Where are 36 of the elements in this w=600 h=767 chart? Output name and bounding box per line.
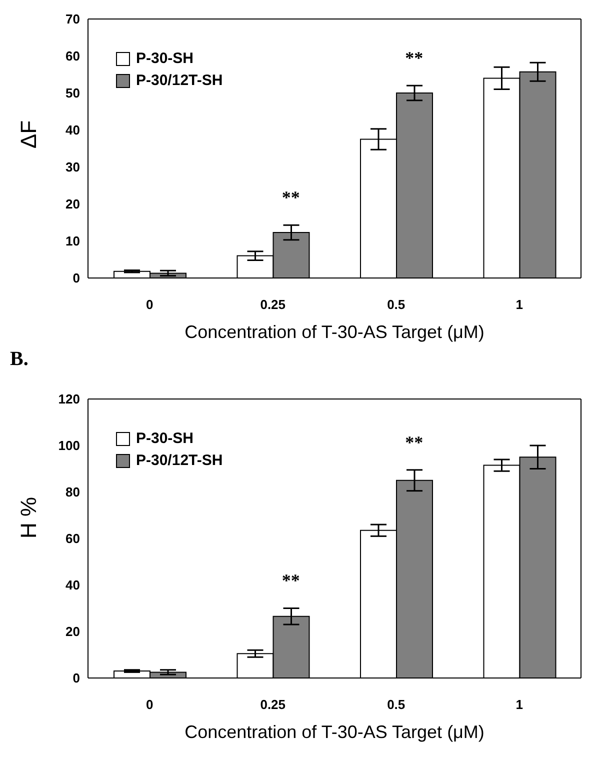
y-tick-label: 80 bbox=[66, 484, 80, 500]
x-tick-label: 0 bbox=[146, 697, 154, 712]
legend-label: P-30/12T-SH bbox=[136, 71, 223, 91]
chart-title: B. bbox=[9, 348, 30, 372]
y-tick-label: 60 bbox=[66, 48, 80, 64]
legend-label: P-30/12T-SH bbox=[136, 451, 223, 471]
y-tick-label: 0 bbox=[72, 670, 80, 686]
y-tick-label: 60 bbox=[66, 531, 80, 546]
x-axis-title: Concentration of T-30-AS Target (μM) bbox=[184, 722, 484, 742]
y-tick-label: 40 bbox=[66, 122, 80, 138]
x-tick-label: 1 bbox=[516, 297, 523, 312]
y-axis-title: ΔF bbox=[16, 120, 41, 148]
y-axis-title: H % bbox=[16, 496, 41, 538]
y-tick-label: 50 bbox=[66, 86, 80, 101]
x-axis-title: Concentration of T-30-AS Target (μM) bbox=[184, 322, 484, 342]
y-tick-label: 20 bbox=[66, 196, 80, 212]
x-tick-label: 1 bbox=[516, 697, 523, 712]
x-tick-label: 0 bbox=[146, 297, 154, 312]
y-tick-label: 20 bbox=[66, 624, 80, 640]
x-tick-label: 0.5 bbox=[387, 297, 406, 312]
annotation: ** bbox=[282, 570, 300, 591]
annotation: ** bbox=[405, 48, 424, 68]
legend-label: P-30-SH bbox=[136, 429, 194, 449]
y-tick-label: 10 bbox=[66, 234, 80, 249]
y-tick-label: 0 bbox=[72, 270, 80, 286]
y-tick-label: 40 bbox=[66, 578, 80, 593]
y-tick-label: 100 bbox=[58, 438, 80, 454]
y-tick-label: 70 bbox=[66, 12, 80, 27]
annotation: ** bbox=[282, 187, 300, 208]
x-tick-label: 0.25 bbox=[260, 297, 286, 312]
x-tick-label: 0.25 bbox=[260, 697, 286, 712]
annotation: ** bbox=[405, 432, 424, 452]
legend-label: P-30-SH bbox=[136, 49, 194, 69]
y-tick-label: 120 bbox=[58, 392, 80, 407]
x-tick-label: 0.5 bbox=[387, 697, 406, 712]
y-tick-label: 30 bbox=[66, 160, 80, 175]
